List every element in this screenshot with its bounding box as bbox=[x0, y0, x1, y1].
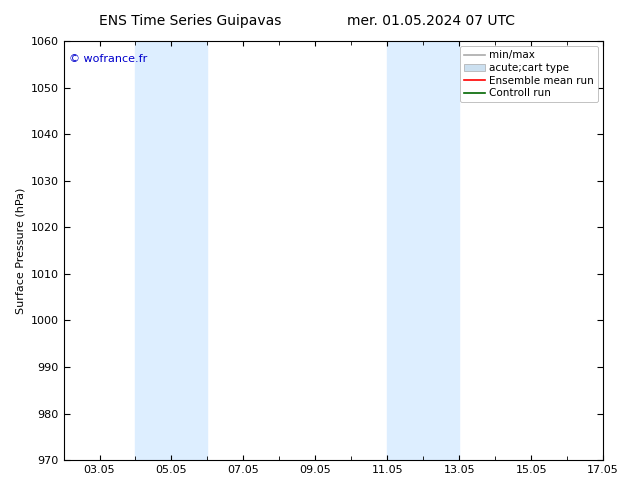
Text: © wofrance.fr: © wofrance.fr bbox=[69, 53, 147, 64]
Bar bbox=[387, 41, 459, 460]
Text: ENS Time Series Guipavas: ENS Time Series Guipavas bbox=[99, 14, 281, 28]
Legend: min/max, acute;cart type, Ensemble mean run, Controll run: min/max, acute;cart type, Ensemble mean … bbox=[460, 46, 598, 102]
Y-axis label: Surface Pressure (hPa): Surface Pressure (hPa) bbox=[15, 187, 25, 314]
Text: mer. 01.05.2024 07 UTC: mer. 01.05.2024 07 UTC bbox=[347, 14, 515, 28]
Bar bbox=[136, 41, 207, 460]
